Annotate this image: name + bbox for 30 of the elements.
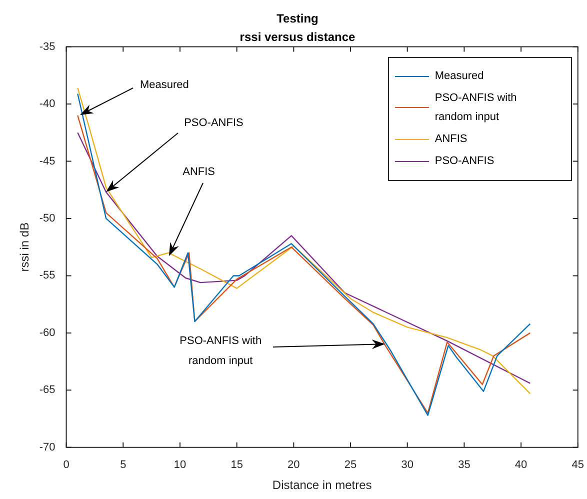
- y-tick-label: -45: [39, 155, 56, 168]
- x-tick-label: 40: [514, 459, 528, 472]
- x-tick-label: 25: [344, 459, 357, 472]
- x-tick-label: 45: [572, 459, 584, 472]
- legend-label: PSO-ANFIS with random input: [434, 90, 518, 125]
- y-tick-label: -65: [39, 384, 56, 396]
- x-axis-title: Distance in metres: [272, 478, 372, 492]
- y-tick-label: -60: [39, 326, 56, 339]
- annotation: Measured: [140, 78, 190, 94]
- y-tick-label: -35: [39, 40, 56, 53]
- annotation: ANFIS: [182, 165, 216, 180]
- x-tick-label: 0: [63, 459, 70, 472]
- x-tick-label: 35: [458, 459, 470, 472]
- x-tick-label: 15: [230, 459, 243, 472]
- annotation: PSO-ANFIS with random input: [178, 334, 263, 370]
- legend-label: PSO-ANFIS: [434, 154, 496, 169]
- x-tick-label: 30: [401, 459, 414, 472]
- y-tick-label: -55: [39, 270, 56, 282]
- legend-label: ANFIS: [434, 132, 468, 147]
- y-tick-label: -40: [39, 98, 56, 110]
- annotation: PSO-ANFIS: [184, 116, 244, 132]
- y-tick-label: -50: [39, 212, 56, 225]
- chart-subtitle: rssi versus distance: [240, 30, 356, 44]
- x-tick-label: 10: [174, 459, 186, 472]
- legend-label: Measured: [434, 68, 485, 84]
- x-tick-label: 5: [120, 459, 126, 472]
- x-tick-label: 20: [288, 459, 300, 472]
- y-axis-title: rssi in dB: [18, 222, 32, 272]
- chart-title: Testing: [276, 12, 318, 26]
- y-tick-label: -70: [39, 441, 56, 454]
